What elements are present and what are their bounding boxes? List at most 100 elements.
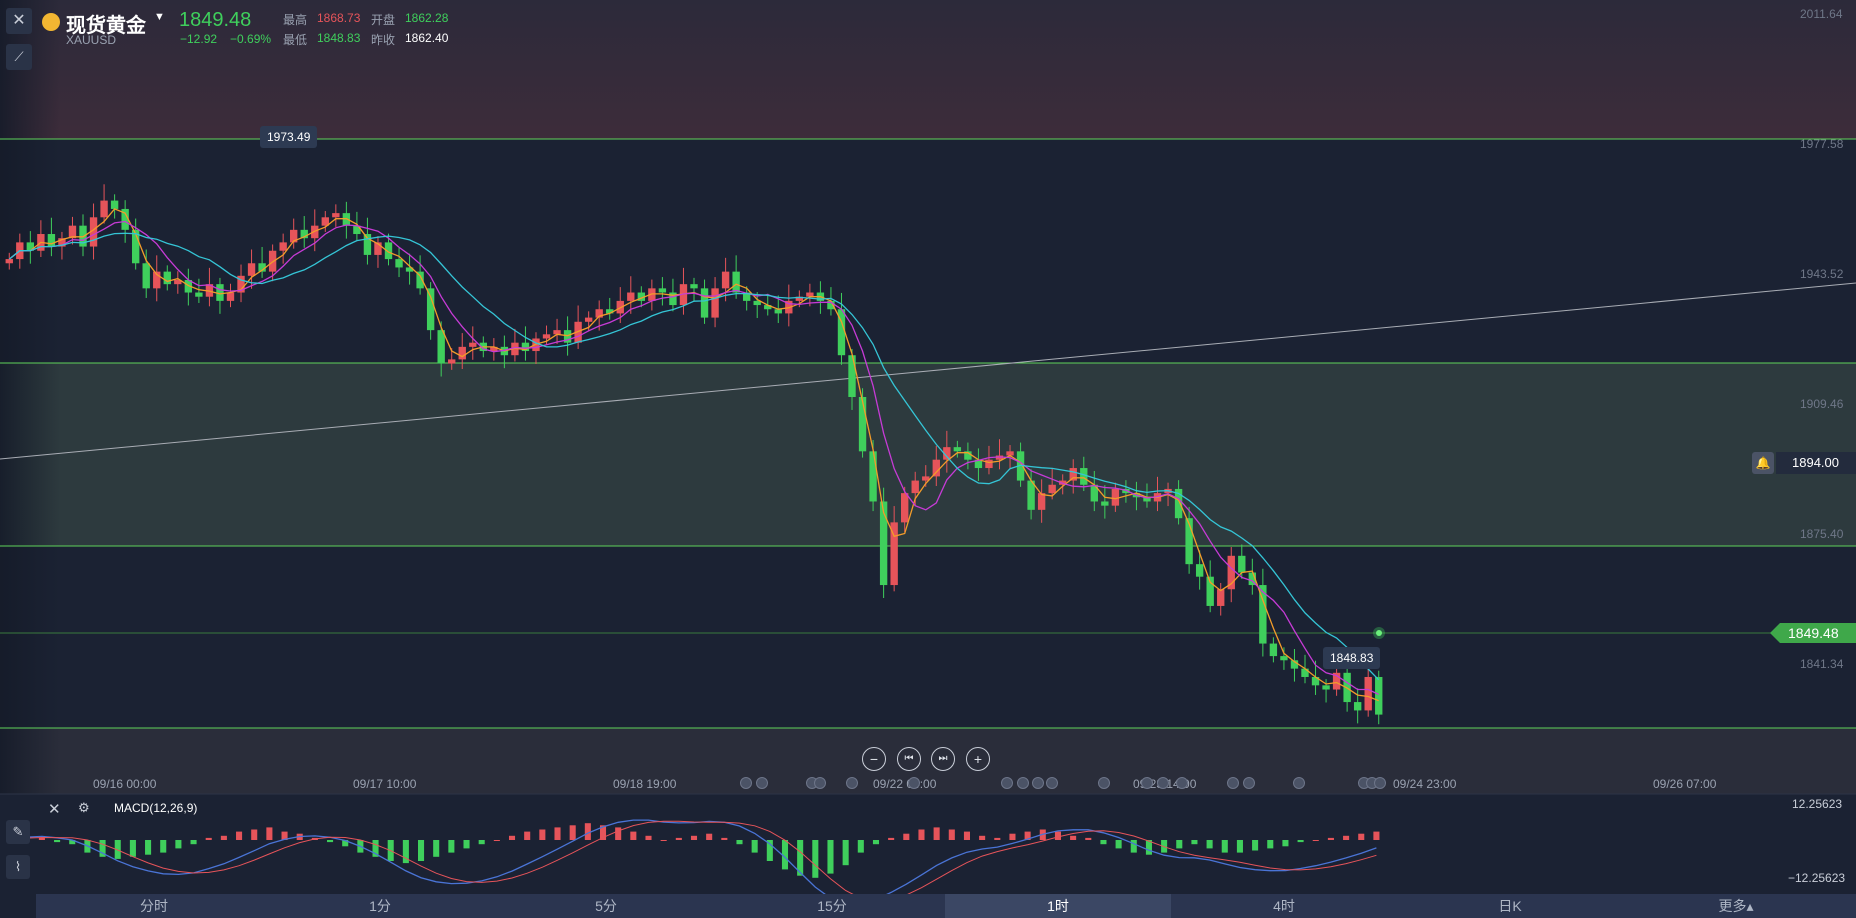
macd-bar	[433, 840, 440, 857]
candle-body	[353, 225, 361, 235]
draw-tool-button[interactable]: ⟋	[6, 44, 32, 70]
skip-back-icon: ⏮	[904, 753, 914, 764]
candle-body	[827, 300, 835, 310]
candle-body	[1332, 672, 1341, 690]
candle-body	[669, 292, 677, 306]
event-marker-icon[interactable]	[1098, 777, 1110, 789]
candle-body	[290, 229, 298, 243]
macd-bar	[508, 835, 516, 840]
zoom-in-button[interactable]: +	[966, 747, 990, 771]
close-chart-button[interactable]: ✕	[6, 8, 32, 34]
macd-bar	[1206, 840, 1213, 849]
macd-bar	[615, 827, 622, 840]
candle-body	[1174, 488, 1183, 519]
event-marker-icon[interactable]	[1001, 777, 1013, 789]
low-value: 1848.83	[317, 31, 361, 45]
period-tab[interactable]: 分时	[140, 898, 168, 914]
macd-bar	[569, 825, 576, 840]
candle-body	[574, 321, 582, 343]
period-tab[interactable]: 1分	[369, 898, 391, 914]
period-tab[interactable]: 更多▴	[1718, 898, 1754, 914]
event-marker-icon[interactable]	[1374, 777, 1386, 789]
period-tab[interactable]: 日K	[1498, 898, 1522, 914]
candle-body	[1290, 660, 1299, 669]
macd-bar	[539, 829, 546, 840]
trend-line[interactable]	[0, 282, 1856, 460]
macd-bar	[175, 840, 182, 849]
macd-top-value: 12.25623	[1792, 797, 1843, 811]
current-price-tag: 1849.48	[1780, 623, 1856, 643]
event-marker-icon[interactable]	[1032, 777, 1044, 789]
high-marker-tag: 1973.49	[260, 126, 318, 148]
event-marker-icon[interactable]	[814, 777, 826, 789]
period-tab[interactable]: 4时	[1273, 898, 1295, 914]
pencil-tool-button[interactable]: ✎	[6, 820, 30, 844]
event-marker-icon[interactable]	[908, 777, 920, 789]
macd-bar	[1373, 831, 1380, 840]
event-marker-icon[interactable]	[1176, 777, 1188, 789]
candle-body	[985, 459, 993, 469]
macd-bar	[584, 823, 591, 840]
event-marker-icon[interactable]	[1141, 777, 1153, 789]
event-marker-icon[interactable]	[756, 777, 768, 789]
candle-body	[1375, 676, 1383, 715]
macd-bar	[251, 829, 258, 840]
indicator-tool-button[interactable]: ⌇	[6, 855, 30, 879]
period-tab[interactable]: 15分	[817, 898, 847, 914]
event-marker-icon[interactable]	[1046, 777, 1058, 789]
macd-bar	[1100, 840, 1107, 845]
price-tick: 1909.46	[1800, 397, 1844, 411]
candle-body	[1353, 702, 1362, 711]
price-tick: 1943.52	[1800, 267, 1844, 281]
candle-body	[68, 225, 77, 239]
price-chart[interactable]	[0, 0, 1856, 894]
price-tick: 1875.40	[1800, 527, 1844, 541]
candle-body	[858, 397, 867, 452]
price-change: −12.92	[180, 32, 218, 46]
period-tab[interactable]: 1时	[945, 894, 1171, 918]
candle-body	[374, 242, 382, 255]
time-tick: 09/18 19:00	[613, 777, 677, 791]
scroll-start-button[interactable]: ⏮	[897, 747, 921, 771]
scroll-end-button[interactable]: ⏭	[931, 747, 955, 771]
time-tick: 09/24 23:00	[1393, 777, 1457, 791]
event-marker-icon[interactable]	[846, 777, 858, 789]
event-marker-icon[interactable]	[1243, 777, 1255, 789]
settings-icon[interactable]: ⚙	[78, 800, 90, 815]
bell-icon[interactable]: 🔔	[1752, 452, 1774, 474]
close-indicator-button[interactable]: ✕	[48, 801, 61, 818]
candle-body	[321, 217, 329, 226]
candle-body	[911, 480, 919, 494]
event-marker-icon[interactable]	[1227, 777, 1239, 789]
candle-body	[5, 259, 13, 264]
candle-body	[521, 342, 530, 352]
macd-bar	[630, 831, 637, 840]
candle-body	[1195, 564, 1204, 577]
candle-body	[153, 271, 161, 289]
price-tick: 2011.64	[1800, 7, 1843, 21]
candle-body	[1006, 451, 1014, 456]
event-marker-icon[interactable]	[1017, 777, 1029, 789]
candle-body	[711, 288, 719, 318]
macd-panel	[0, 794, 1856, 894]
candle-body	[58, 238, 66, 247]
macd-bar	[903, 833, 910, 840]
period-tab[interactable]: 5分	[595, 898, 617, 914]
candle-body	[627, 292, 635, 301]
zoom-out-button[interactable]: −	[862, 747, 886, 771]
signal-line	[11, 820, 1377, 894]
macd-bar	[963, 831, 970, 840]
macd-bar	[1191, 840, 1198, 845]
event-marker-icon[interactable]	[1157, 777, 1169, 789]
event-marker-icon[interactable]	[1293, 777, 1305, 789]
alert-price-tag[interactable]: 1894.00	[1776, 452, 1856, 474]
instrument-title[interactable]: 现货黄金	[66, 15, 146, 37]
macd-bar	[1267, 840, 1274, 849]
dropdown-caret-icon[interactable]: ▼	[154, 11, 165, 23]
macd-bar	[994, 837, 1001, 840]
candle-body	[563, 330, 572, 343]
event-marker-icon[interactable]	[740, 777, 752, 789]
macd-bar	[1115, 840, 1122, 849]
macd-bar	[1009, 833, 1016, 840]
candle-body	[1037, 493, 1046, 510]
